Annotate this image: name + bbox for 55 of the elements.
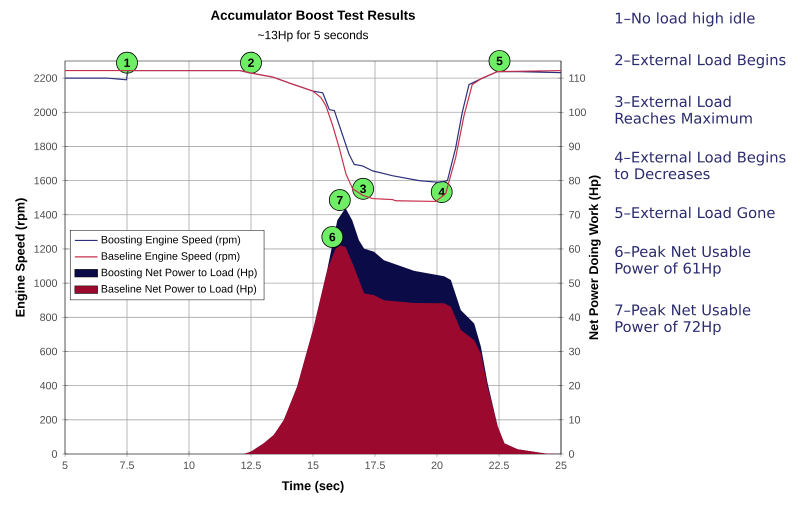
text: 1–No load high idle	[616, 12, 755, 26]
y-tick-label: 800	[40, 314, 58, 322]
legend-label: Baseline Net Power to Load (Hp)	[102, 284, 256, 295]
chart-title: Accumulator Boost Test Results	[210, 10, 415, 20]
y2-tick-label: 100	[569, 108, 586, 116]
y-tick-label: 1400	[34, 211, 58, 219]
annotation: 5	[496, 56, 502, 66]
y-axis-title: Engine Speed (rpm)	[15, 198, 28, 316]
y2-tick-label: 80	[569, 176, 580, 184]
y-tick-label: 1000	[34, 279, 58, 287]
annotation: 7	[336, 196, 343, 204]
y2-tick-label: 70	[569, 211, 580, 219]
annotation: 6	[329, 232, 336, 242]
text: 3–External Load Reaches Maximum	[615, 96, 752, 124]
x-tick-label: 25	[556, 462, 566, 470]
y2-tick-label: 90	[569, 142, 580, 150]
y-tick-label: 2000	[34, 108, 58, 116]
y2-tick-label: 110	[569, 74, 586, 82]
legend-label: Boosting Net Power to Load (Hp)	[102, 268, 257, 278]
x-tick-label: 10	[184, 462, 195, 470]
text: 4–External Load Begins to Decreases	[614, 151, 786, 180]
y2-tick-label: 0	[568, 450, 574, 458]
x-tick-label: 5	[62, 462, 68, 469]
y2-tick-label: 20	[569, 382, 580, 390]
y-tick-label: 0	[52, 450, 58, 458]
y2-tick-label: 10	[569, 416, 580, 424]
text: 5–External Load Gone	[615, 206, 775, 218]
y-tick-label: 400	[40, 382, 58, 390]
text: 2–External Load Begins	[615, 54, 786, 68]
y-tick-label: 2200	[34, 74, 58, 82]
y-tick-label: 1600	[34, 176, 58, 184]
y-tick-label: 1200	[34, 245, 58, 253]
y2-axis-title: Net Power Doing Work (Hp)	[588, 176, 601, 340]
x-tick-label: 22.5	[489, 462, 509, 470]
y2-tick-label: 50	[568, 279, 580, 287]
text: 7–Peak Net Usable Power of 72Hp	[615, 304, 750, 335]
y2-tick-label: 60	[569, 245, 580, 253]
x-axis-title: Time (sec)	[282, 480, 344, 493]
annotation: 3	[360, 184, 366, 194]
x-tick-label: 12.5	[241, 462, 261, 470]
y2-tick-label: 30	[568, 348, 580, 356]
text: 6–Peak Net Usable Power of 61Hp	[615, 246, 750, 277]
legend-label: Baseline Engine Speed (rpm)	[102, 252, 240, 262]
x-tick-label: 7.5	[120, 462, 134, 469]
annotation: 1	[124, 58, 130, 67]
y2-tick-label: 40	[568, 314, 580, 322]
x-tick-label: 20	[432, 462, 443, 470]
y-tick-label: 600	[40, 348, 58, 356]
chart-subtitle: ~13Hp for 5 seconds	[258, 30, 368, 42]
y-tick-label: 1800	[34, 142, 58, 150]
legend-label: Boosting Engine Speed (rpm)	[102, 236, 240, 246]
x-tick-label: 17.5	[365, 462, 385, 469]
x-tick-label: 15	[308, 462, 318, 469]
y-tick-label: 200	[40, 416, 58, 424]
annotation: 2	[248, 58, 254, 67]
